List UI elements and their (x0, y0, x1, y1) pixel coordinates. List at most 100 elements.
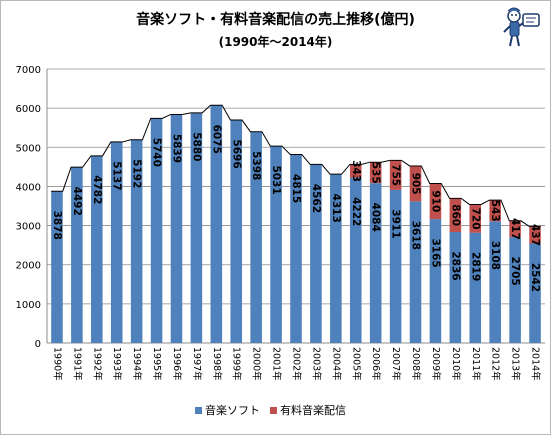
data-label-soft: 2836 (449, 251, 461, 280)
y-tick-label: 1000 (16, 300, 41, 311)
bar-soft (270, 146, 282, 343)
y-tick-label: 5000 (16, 143, 41, 154)
data-label-download: 543 (489, 200, 501, 222)
data-label-download: 437 (529, 224, 541, 246)
bar-soft (489, 221, 501, 343)
data-label-soft: 4815 (290, 174, 302, 203)
data-label-soft: 5192 (131, 159, 143, 188)
data-label-soft: 4782 (91, 175, 103, 204)
total-line (51, 104, 541, 227)
data-label-soft: 5880 (190, 132, 202, 161)
bar-download (429, 183, 442, 220)
x-tick-label: 2007年 (390, 347, 402, 381)
x-tick-label: 2008年 (410, 347, 422, 381)
x-tick-label: 1991年 (71, 347, 83, 381)
bar-soft (469, 232, 482, 343)
data-label-soft: 5839 (170, 134, 182, 163)
bar-soft (210, 105, 223, 343)
data-label-soft: 5740 (151, 138, 163, 167)
x-tick-label: 2001年 (271, 347, 283, 381)
bar-download (529, 226, 541, 244)
bar-download (409, 165, 422, 202)
bar-soft (310, 164, 322, 343)
y-tick-label: 3000 (16, 222, 41, 233)
data-label-soft: 5137 (111, 161, 123, 190)
data-label-download: 417 (509, 218, 521, 240)
chart-legend: 音楽ソフト 有料音楽配信 (195, 402, 356, 418)
x-tick-label: 2002年 (291, 347, 303, 381)
data-label-soft: 4313 (330, 194, 342, 223)
data-label-soft: 4562 (310, 184, 322, 213)
bar-soft (509, 237, 521, 343)
data-label-soft: 2542 (529, 263, 541, 292)
data-label-soft: 3911 (390, 209, 402, 238)
bar-soft (409, 201, 422, 343)
data-label-soft: 4084 (370, 203, 382, 232)
x-tick-label: 2011年 (470, 347, 482, 381)
bar-soft (150, 118, 163, 343)
data-label-download: 860 (449, 204, 461, 226)
x-tick-label: 2003年 (310, 347, 322, 381)
data-label-soft: 6075 (210, 125, 222, 154)
bar-soft (449, 231, 462, 343)
legend-swatch-soft (195, 406, 202, 414)
data-label-download: 720 (469, 208, 481, 230)
x-tick-label: 1994年 (131, 347, 143, 381)
x-tick-label: 1999年 (231, 347, 243, 381)
x-tick-label: 2004年 (330, 347, 342, 381)
x-tick-label: 1998年 (211, 347, 223, 381)
data-label-download: 905 (410, 173, 422, 195)
x-tick-label: 2013年 (510, 347, 522, 381)
chart-subtitle: (1990年～2014年) (218, 35, 333, 49)
y-tick-label: 6000 (16, 104, 41, 115)
bar-download (389, 160, 402, 190)
bar-soft (250, 131, 262, 343)
x-tick-label: 1993年 (111, 347, 123, 381)
x-tick-label: 2005年 (350, 347, 362, 381)
x-tick-label: 2014年 (530, 347, 542, 381)
y-tick-label: 4000 (16, 182, 41, 193)
y-tick-label: 0 (35, 339, 41, 350)
x-tick-label: 1997年 (191, 347, 203, 381)
x-tick-label: 1992年 (91, 347, 103, 381)
legend-item-soft: 音楽ソフト (195, 402, 260, 418)
data-label-soft: 3618 (410, 221, 422, 250)
bar-soft (330, 174, 342, 343)
legend-item-download: 有料音楽配信 (270, 402, 346, 418)
data-label-download: 910 (429, 190, 441, 212)
bar-soft (230, 120, 243, 343)
bar-soft (91, 155, 103, 343)
bar-soft (51, 191, 63, 343)
bar-download (469, 204, 482, 233)
data-label-soft: 4222 (350, 197, 362, 226)
data-label-soft: 3108 (489, 241, 501, 270)
data-label-download: 343 (350, 160, 362, 182)
data-label-soft: 4492 (71, 187, 83, 216)
bar-soft (369, 183, 382, 343)
x-tick-label: 1995年 (151, 347, 163, 381)
x-tick-label: 2010年 (450, 347, 462, 381)
bar-soft (429, 219, 442, 343)
bar-download (509, 220, 521, 238)
x-tick-label: 2009年 (430, 347, 442, 381)
bar-download (449, 198, 462, 232)
data-label-download: 535 (370, 162, 382, 184)
data-label-download: 755 (390, 164, 402, 186)
chart-title: 音楽ソフト・有料音楽配信の売上推移(億円) (136, 12, 415, 28)
x-tick-label: 1990年 (51, 347, 63, 381)
bar-soft (110, 141, 123, 343)
x-tick-label: 1996年 (171, 347, 183, 381)
legend-label-soft: 音楽ソフト (205, 404, 260, 417)
bar-soft (71, 167, 83, 343)
y-tick-label: 7000 (16, 65, 41, 76)
mascot-icon (503, 7, 540, 47)
bar-soft (290, 154, 302, 343)
legend-swatch-download (270, 406, 277, 414)
data-label-soft: 5696 (230, 139, 242, 168)
legend-label-download: 有料音楽配信 (280, 404, 346, 417)
data-label-soft: 3165 (429, 238, 441, 267)
data-label-soft: 3878 (51, 211, 63, 240)
bar-download (349, 164, 362, 178)
bar-download (489, 200, 501, 222)
